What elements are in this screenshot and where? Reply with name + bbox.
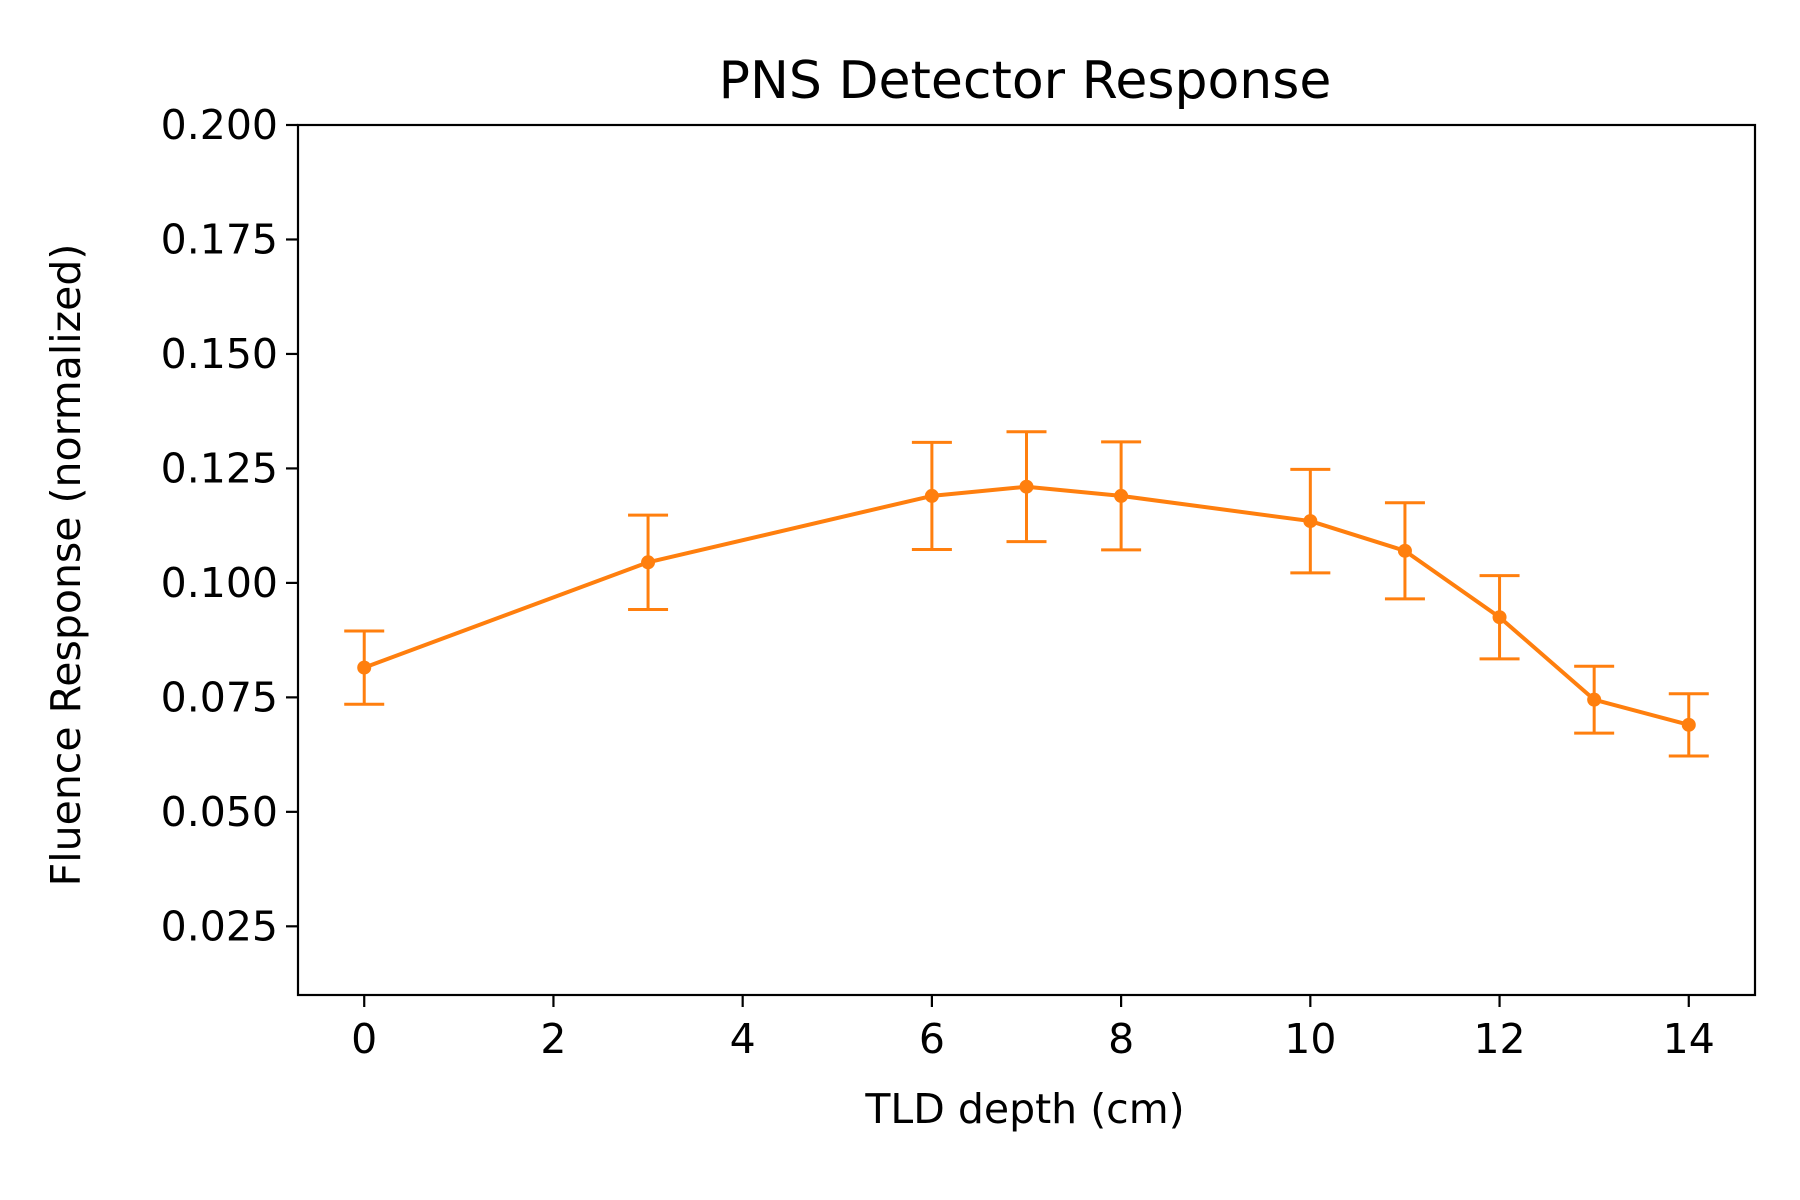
x-axis-label: TLD depth (cm) bbox=[864, 1085, 1184, 1133]
x-tick-label: 14 bbox=[1663, 1015, 1715, 1063]
x-tick-label: 8 bbox=[1108, 1015, 1134, 1063]
x-tick-label: 2 bbox=[540, 1015, 566, 1063]
x-tick-label: 10 bbox=[1284, 1015, 1336, 1063]
plot-frame bbox=[296, 123, 1757, 997]
x-axis: 0 2 4 6 8 10 12 14 bbox=[351, 995, 1715, 1063]
y-axis: 0.025 0.050 0.075 0.100 0.125 0.150 0.175 0.200 bbox=[161, 101, 298, 950]
y-tick-label: 0.125 bbox=[161, 444, 278, 492]
y-tick-label: 0.175 bbox=[161, 215, 278, 263]
x-tick-label: 12 bbox=[1473, 1015, 1525, 1063]
y-tick-label: 0.200 bbox=[161, 101, 278, 149]
data-point bbox=[641, 555, 656, 570]
y-tick-label: 0.025 bbox=[161, 902, 278, 950]
x-tick-label: 6 bbox=[919, 1015, 945, 1063]
data-point bbox=[1114, 488, 1129, 503]
data-point bbox=[1492, 610, 1507, 625]
y-tick-label: 0.150 bbox=[161, 330, 278, 378]
plot-area bbox=[344, 430, 1709, 758]
y-tick-label: 0.050 bbox=[161, 788, 278, 836]
y-axis-label: Fluence Response (normalized) bbox=[42, 244, 90, 887]
data-point bbox=[1587, 692, 1602, 707]
x-tick-label: 0 bbox=[351, 1015, 377, 1063]
data-point bbox=[1019, 479, 1034, 494]
x-tick-label: 4 bbox=[730, 1015, 756, 1063]
data-point bbox=[1303, 514, 1318, 529]
data-point bbox=[357, 660, 372, 675]
chart-title: PNS Detector Response bbox=[719, 51, 1332, 111]
y-tick-label: 0.075 bbox=[161, 673, 278, 721]
y-tick-label: 0.100 bbox=[161, 559, 278, 607]
data-point bbox=[1397, 543, 1412, 558]
series-line bbox=[363, 484, 1690, 727]
data-point bbox=[924, 488, 939, 503]
data-point bbox=[1681, 717, 1696, 732]
